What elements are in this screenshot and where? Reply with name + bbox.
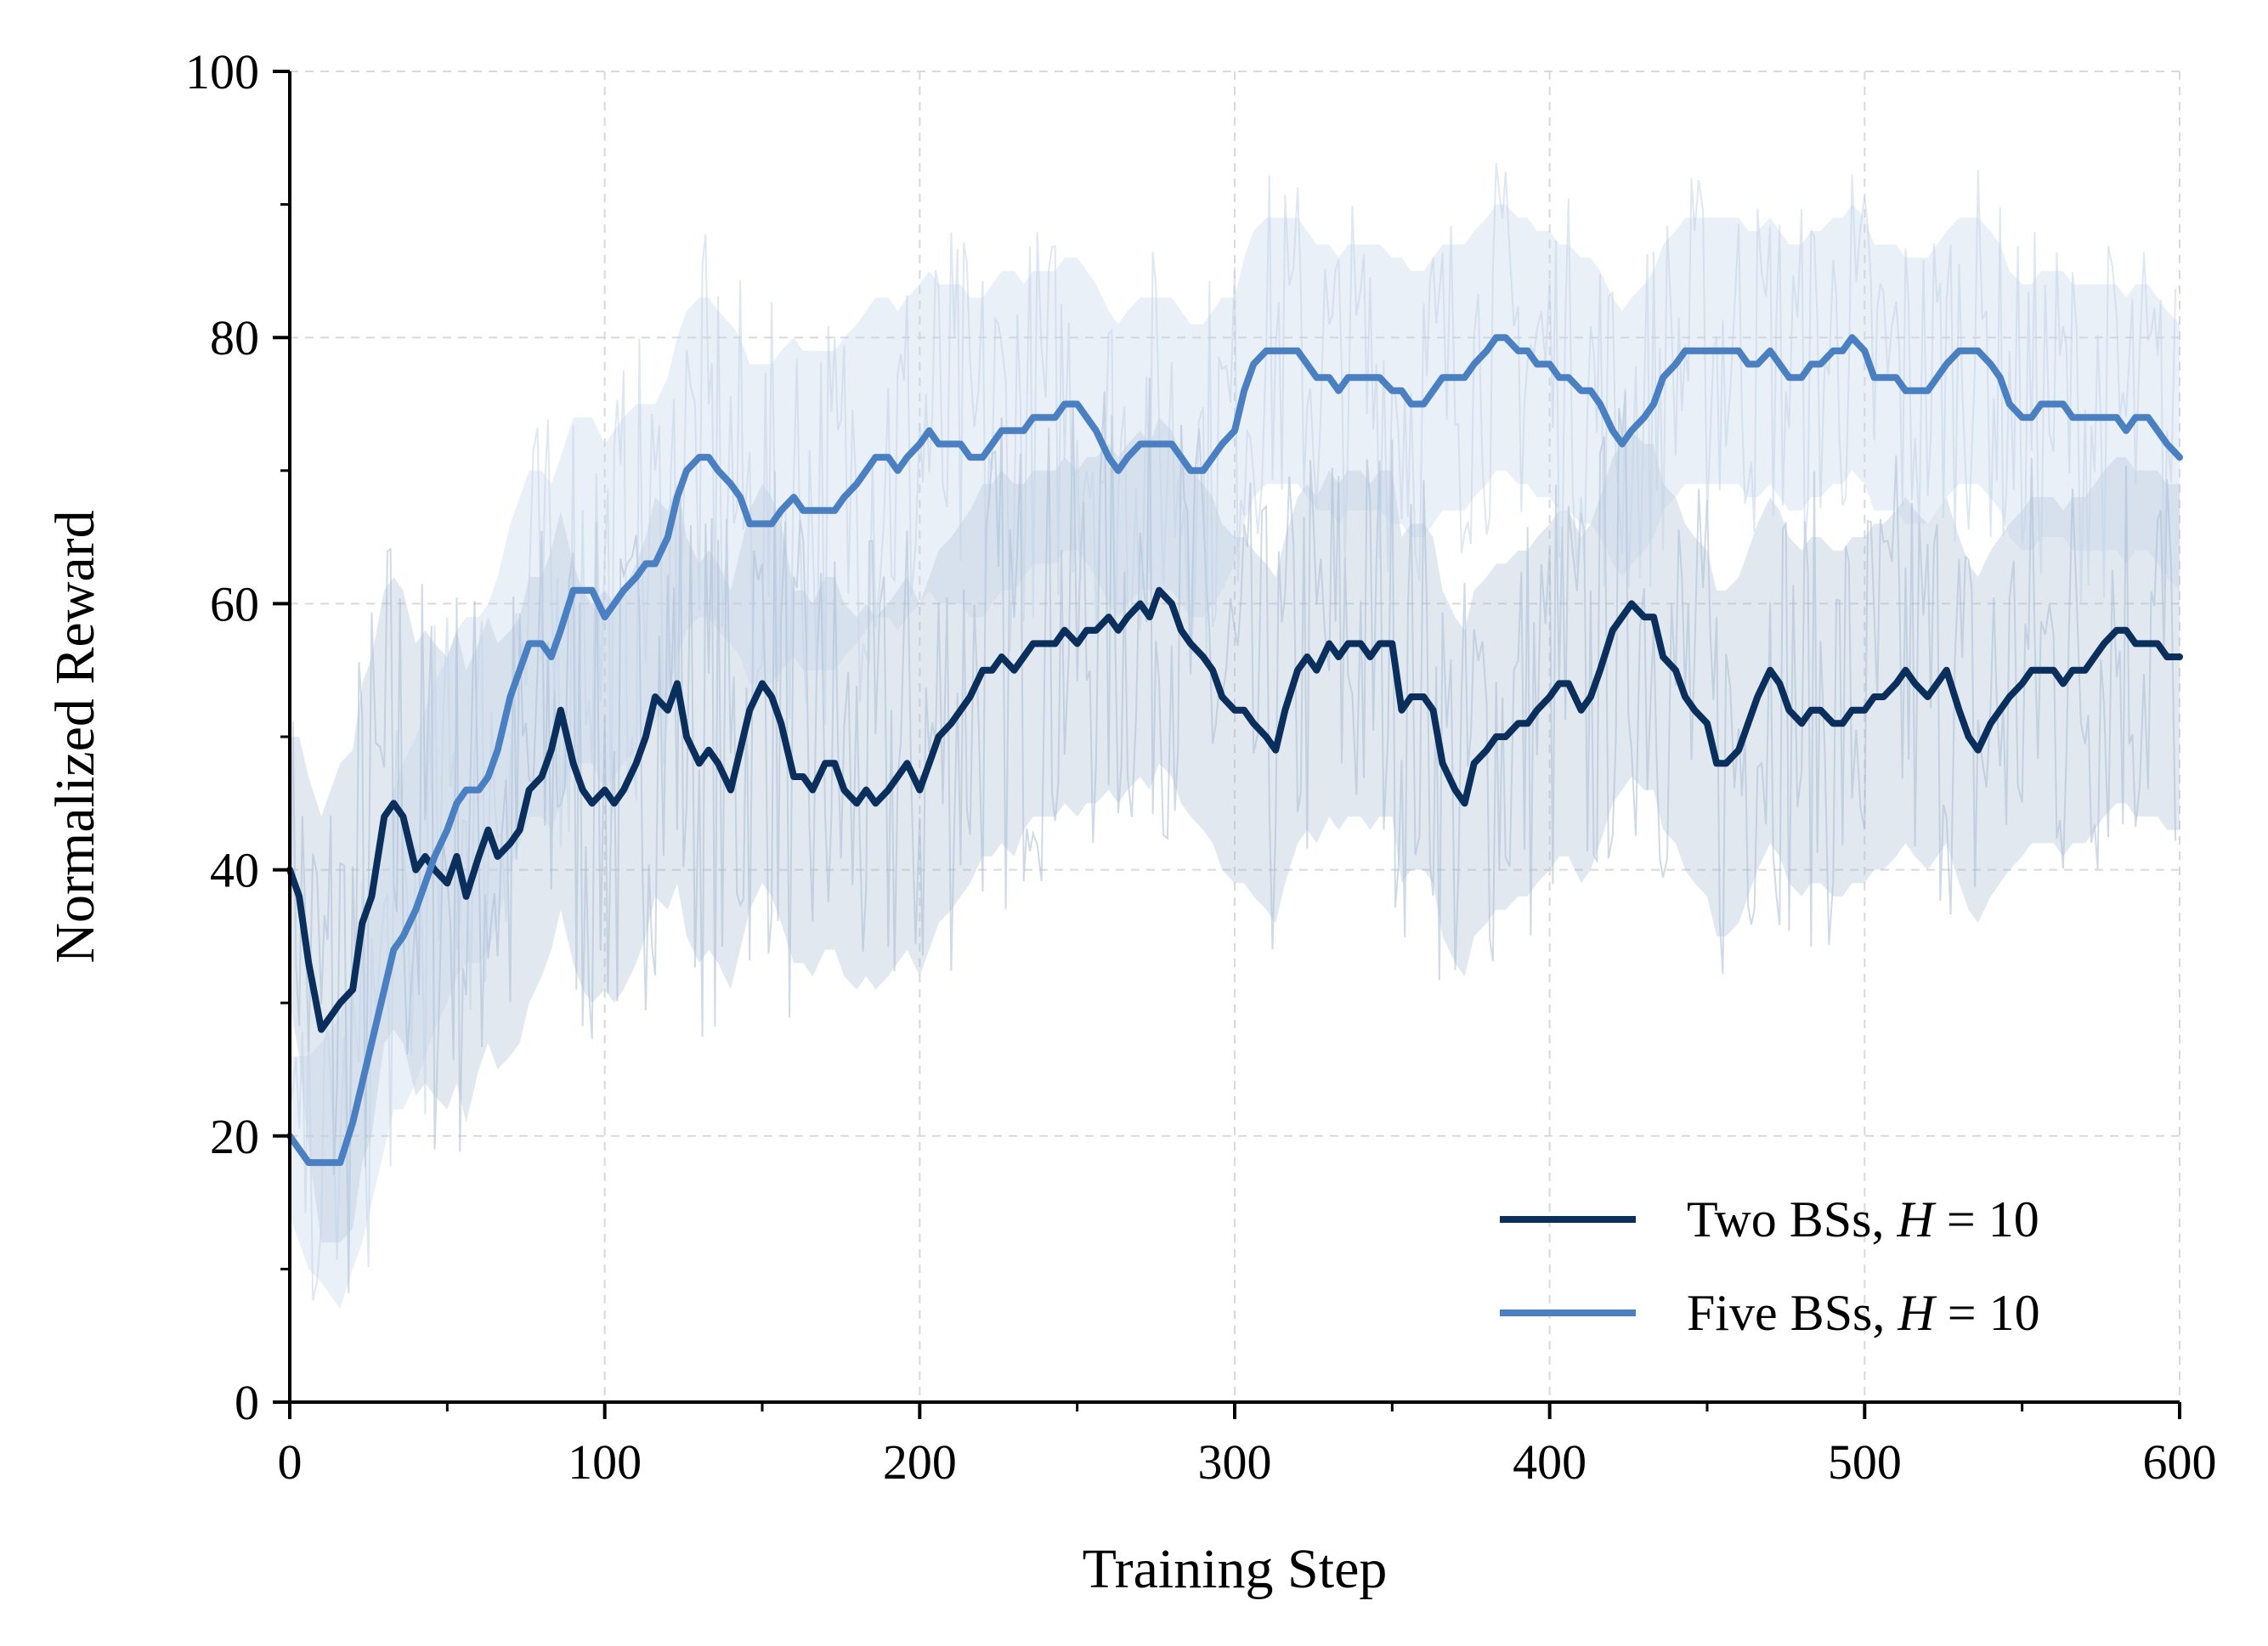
axes-layer: 0 100 200 300 400 500 600 0 20 40 60 80 100: [185, 44, 2217, 1490]
x-tick-label-300: 300: [1198, 1434, 1272, 1490]
legend-label-0: Two BSs, H = 10: [1687, 1191, 2039, 1247]
x-tick-label-100: 100: [568, 1434, 642, 1490]
y-axis-title: Normalized Reward: [44, 510, 106, 963]
y-tick-label-80: 80: [210, 310, 259, 365]
y-tick-label-0: 0: [235, 1375, 259, 1430]
noise-layer: [289, 162, 2177, 1301]
series-0-raw-trace: [289, 377, 2177, 1293]
series-1-raw-trace: [289, 162, 2177, 1301]
series-1-line: [286, 334, 2183, 1167]
legend: Two BSs, H = 10 Five BSs, H = 10: [1500, 1191, 2040, 1341]
x-tick-label-400: 400: [1513, 1434, 1586, 1490]
x-tick-label-500: 500: [1828, 1434, 1902, 1490]
x-tick-label-0: 0: [278, 1434, 303, 1490]
legend-label-1: Five BSs, H = 10: [1687, 1285, 2040, 1341]
series-0-line: [286, 586, 2183, 1033]
x-axis-title: Training Step: [1083, 1538, 1388, 1600]
y-tick-label-60: 60: [210, 576, 259, 631]
line-layer: [286, 334, 2183, 1167]
y-tick-label-40: 40: [210, 843, 259, 898]
x-tick-label-600: 600: [2143, 1434, 2217, 1490]
x-tick-label-200: 200: [883, 1434, 957, 1490]
y-tick-label-20: 20: [210, 1109, 259, 1164]
y-tick-label-100: 100: [185, 44, 259, 99]
